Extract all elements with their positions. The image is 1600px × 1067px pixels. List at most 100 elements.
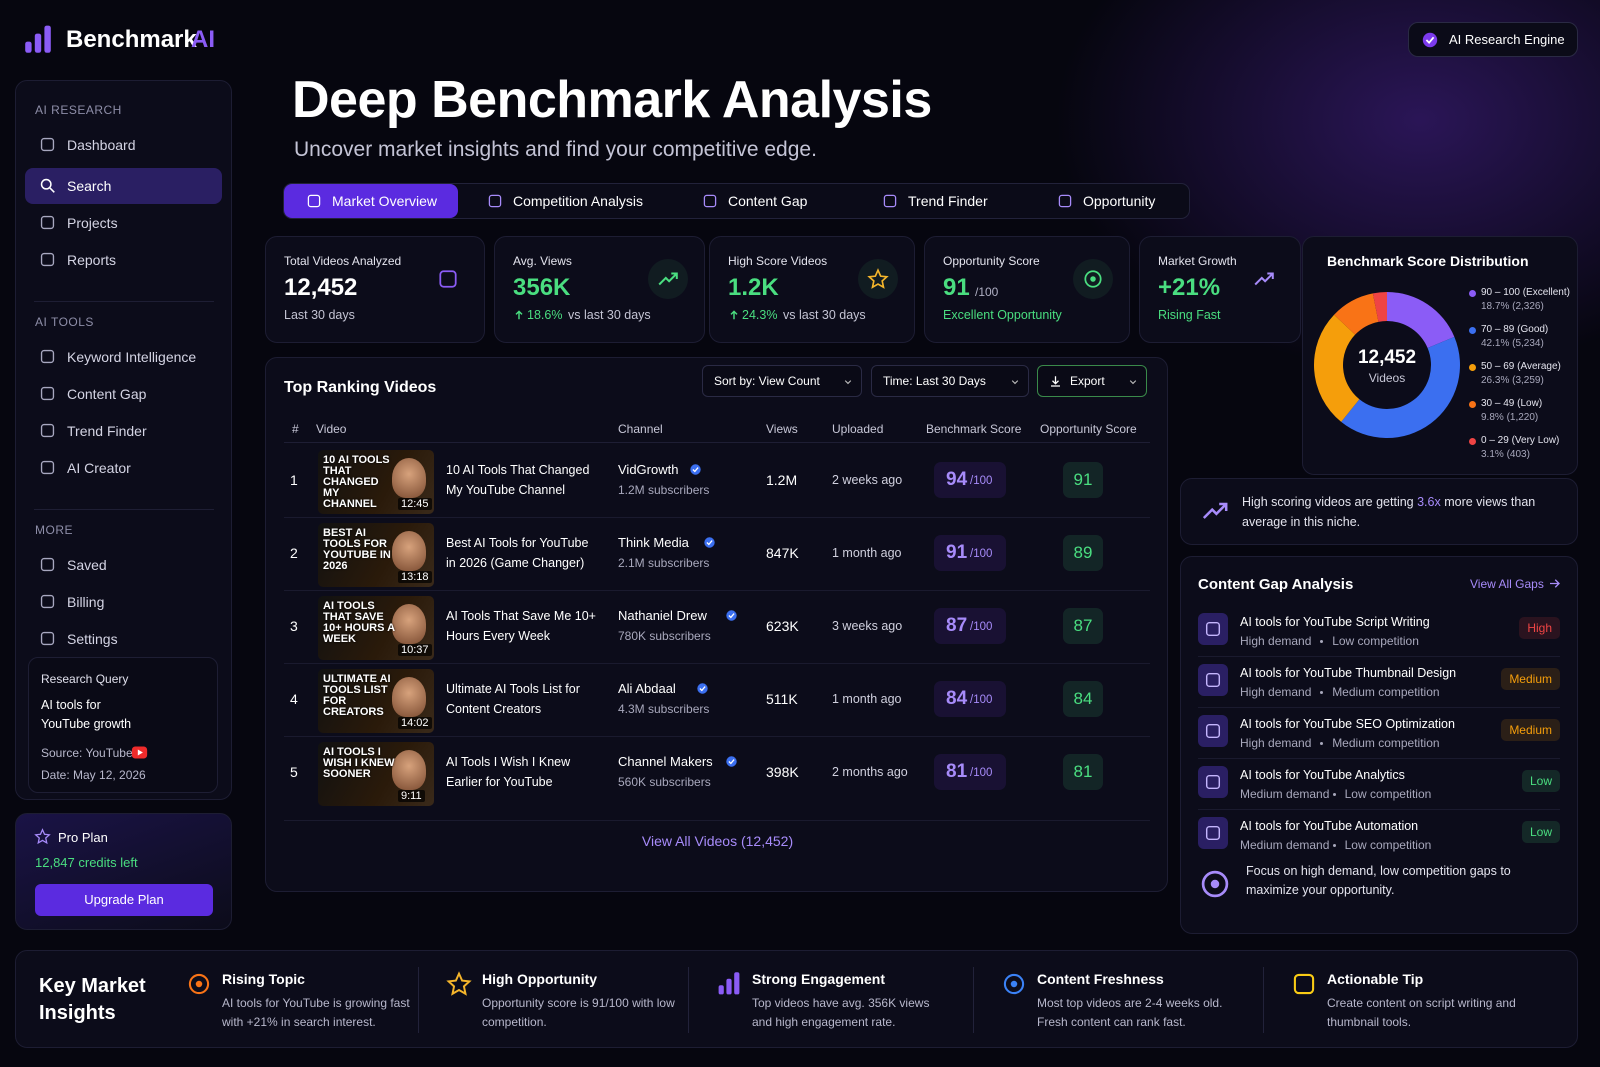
nav-item[interactable]: Billing xyxy=(25,584,222,620)
nav-item[interactable]: Content Gap xyxy=(25,376,222,412)
insight-text: Most top videos are 2-4 weeks old. Fresh… xyxy=(1037,996,1223,1029)
nav-item[interactable]: Reports xyxy=(25,242,222,278)
benchmark-badge: 84/100 xyxy=(934,681,1006,717)
nav-label: Billing xyxy=(67,594,105,610)
benchmark-score: 87 xyxy=(946,615,968,636)
nav-item[interactable]: AI Creator xyxy=(25,450,222,486)
highlight-card: High scoring videos are getting 3.6x mor… xyxy=(1180,478,1578,545)
nav-item[interactable]: Keyword Intelligence xyxy=(25,339,222,375)
gap-icon xyxy=(1198,817,1228,849)
bullet xyxy=(1320,640,1324,643)
video-title: 10 AI Tools That Changed My YouTube Chan… xyxy=(446,463,590,497)
sidebar: AI RESEARCH Dashboard Search Projects Report… xyxy=(15,80,232,800)
gap-rule xyxy=(1198,809,1560,810)
nav-item[interactable]: Trend Finder xyxy=(25,413,222,449)
uploaded: 2 weeks ago xyxy=(832,473,903,487)
research-engine-badge[interactable]: AI Research Engine xyxy=(1408,22,1578,57)
nav-item[interactable]: Search xyxy=(25,168,222,204)
icon xyxy=(40,594,55,609)
gap-level: Medium xyxy=(1501,668,1560,690)
section-title: AI RESEARCH xyxy=(35,103,122,117)
face xyxy=(392,604,426,644)
tab-label: Opportunity xyxy=(1083,193,1156,209)
tab[interactable]: Opportunity xyxy=(1029,184,1191,218)
opportunity-score: 84 xyxy=(1073,689,1093,708)
thumbnail: BEST AI TOOLS FOR YOUTUBE IN 2026 13:18 xyxy=(318,523,434,587)
score-max: /100 xyxy=(970,694,993,706)
video-title: Best AI Tools for YouTube in 2026 (Game … xyxy=(446,536,589,570)
tab[interactable]: Trend Finder xyxy=(854,184,1029,218)
legend-range: 0 – 29 (Very Low) xyxy=(1481,435,1560,446)
uploaded: 1 month ago xyxy=(832,692,902,706)
gap-title: AI tools for YouTube Thumbnail Design xyxy=(1240,666,1457,680)
tab-label: Competition Analysis xyxy=(513,193,643,209)
badge-text: AI Research Engine xyxy=(1449,32,1565,47)
video-title: AI Tools That Save Me 10+ Hours Every We… xyxy=(446,609,596,643)
legend-range: 50 – 69 (Average) xyxy=(1481,361,1561,372)
nav-label: Search xyxy=(67,178,112,194)
thumbnail: AI TOOLS THAT SAVE 10+ HOURS A WEEK 10:37 xyxy=(318,596,434,660)
brand-name: Benchmark xyxy=(66,26,197,53)
control-label: Time: Last 30 Days xyxy=(883,374,986,388)
channel: Channel Makers xyxy=(618,754,713,769)
icon xyxy=(1051,376,1060,387)
icon xyxy=(704,537,715,548)
nav-item[interactable]: Saved xyxy=(25,547,222,583)
nav-item[interactable]: Dashboard xyxy=(25,127,222,163)
icon xyxy=(188,973,210,995)
table-title: Top Ranking Videos xyxy=(284,379,437,396)
icon xyxy=(1254,272,1274,286)
stat-card: High Score Videos 1.2K 24.3% vs last 30 day… xyxy=(709,236,915,343)
divider xyxy=(34,301,214,302)
legend-range: 30 – 49 (Low) xyxy=(1481,398,1543,409)
icon xyxy=(40,137,55,152)
query-date: Date: May 12, 2026 xyxy=(41,768,146,782)
insight-title: Rising Topic xyxy=(222,971,305,987)
column-header: Channel xyxy=(618,422,663,436)
icon xyxy=(1293,973,1315,995)
upgrade-button[interactable]: Upgrade Plan xyxy=(35,884,213,916)
table-control[interactable]: Time: Last 30 Days xyxy=(871,365,1029,397)
opportunity-badge: 81 xyxy=(1063,754,1103,790)
icon xyxy=(40,349,55,364)
benchmark-badge: 87/100 xyxy=(934,608,1006,644)
stat-value: 1.2K xyxy=(728,274,779,301)
icon xyxy=(697,683,708,694)
duration: 13:18 xyxy=(398,571,432,583)
gap-level: Low xyxy=(1521,770,1560,792)
tab[interactable]: Content Gap xyxy=(674,184,854,218)
footer-rule xyxy=(284,820,1150,821)
subscribers: 560K subscribers xyxy=(618,775,711,789)
divider xyxy=(34,509,214,510)
icon xyxy=(439,270,457,288)
view-all-gaps[interactable]: View All Gaps xyxy=(1470,577,1544,591)
tab-label: Content Gap xyxy=(728,193,808,209)
table-control[interactable]: Export xyxy=(1037,365,1147,397)
icon xyxy=(1011,380,1019,385)
bullet xyxy=(1332,844,1336,847)
nav-item[interactable]: Projects xyxy=(25,205,222,241)
row-rule xyxy=(284,590,1150,591)
subscribers: 1.2M subscribers xyxy=(618,483,710,497)
icon xyxy=(867,268,889,289)
score-max: /100 xyxy=(970,475,993,487)
stat-note: vs last 30 days xyxy=(783,308,866,322)
icon xyxy=(131,746,148,759)
gap-level: High xyxy=(1519,617,1560,639)
opportunity-badge: 89 xyxy=(1063,535,1103,571)
duration: 9:11 xyxy=(398,790,425,802)
stat-value: 91 xyxy=(943,274,970,301)
thumb-text: ULTIMATE AI TOOLS LIST FOR CREATORS xyxy=(323,673,391,718)
tab[interactable]: Market Overview xyxy=(284,184,458,218)
score-max: /100 xyxy=(970,548,993,560)
plan-card: Pro Plan 12,847 credits left Upgrade Plan xyxy=(15,813,232,930)
tab[interactable]: Competition Analysis xyxy=(459,184,674,218)
thumb-text: AI TOOLS I WISH I KNEW SOONER xyxy=(323,746,395,780)
table-control[interactable]: Sort by: View Count xyxy=(702,365,862,397)
view-all-videos[interactable]: View All Videos (12,452) xyxy=(641,833,794,849)
duration: 10:37 xyxy=(398,644,432,656)
gap-demand: High demand xyxy=(1240,634,1312,648)
nav-label: Keyword Intelligence xyxy=(67,349,197,365)
nav-item[interactable]: Settings xyxy=(25,621,222,657)
